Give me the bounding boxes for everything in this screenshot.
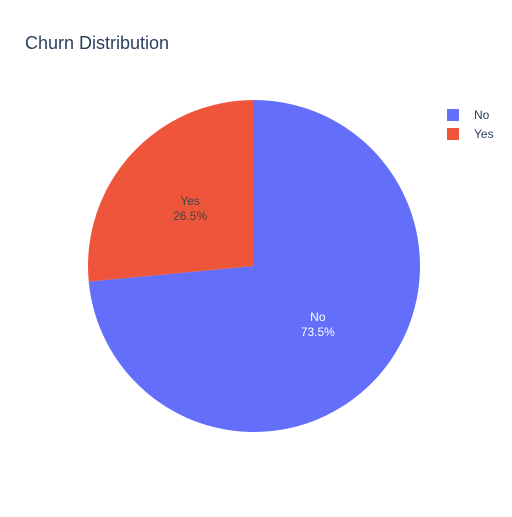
pie-slices — [88, 100, 421, 432]
legend-label-yes: Yes — [474, 127, 494, 141]
slice-percent-yes: 26.5% — [173, 209, 207, 223]
slice-percent-no: 73.5% — [301, 325, 335, 339]
slice-label-yes: Yes — [180, 194, 200, 208]
legend-item-yes[interactable]: Yes — [447, 127, 494, 141]
legend-item-no[interactable]: No — [447, 108, 490, 122]
legend-swatch-no — [447, 109, 459, 121]
legend: No Yes — [447, 108, 494, 141]
slice-label-no: No — [310, 310, 326, 324]
pie-slice-yes[interactable] — [88, 100, 254, 282]
legend-label-no: No — [474, 108, 490, 122]
chart-title: Churn Distribution — [25, 33, 170, 53]
pie-slice-no[interactable] — [88, 100, 421, 432]
legend-swatch-yes — [447, 128, 459, 140]
